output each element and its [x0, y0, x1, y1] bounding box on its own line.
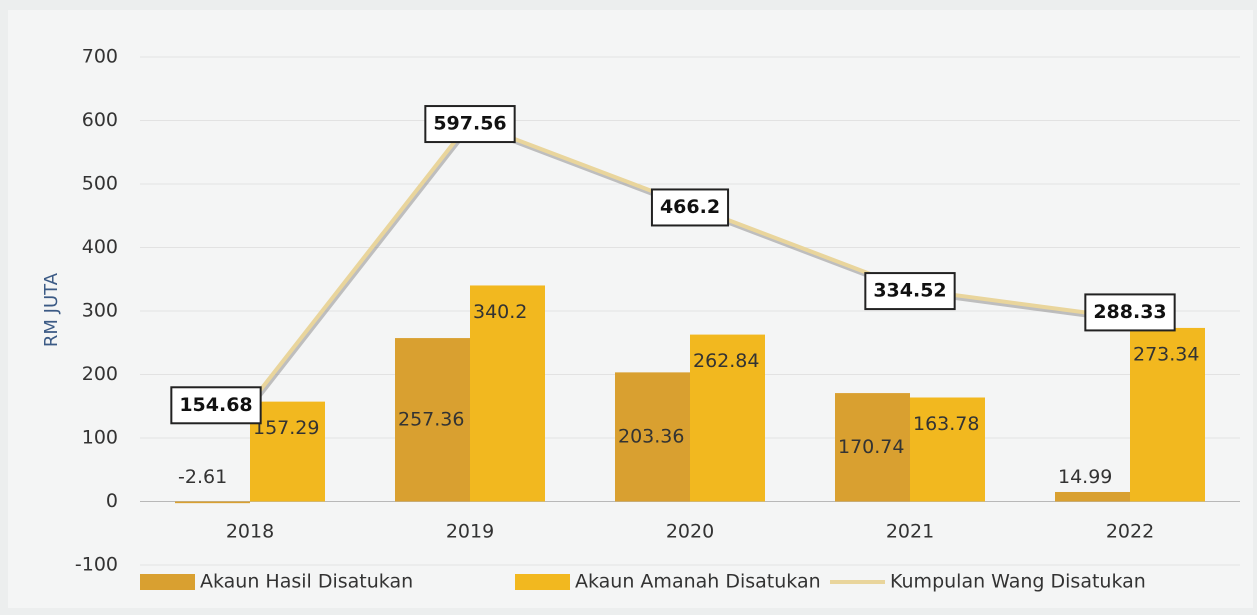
- line-label-box: [424, 105, 516, 144]
- line-label: 334.52: [864, 272, 956, 311]
- legend-label: Akaun Hasil Disatukan: [200, 571, 413, 593]
- y-axis-label: RM JUTA: [41, 272, 62, 347]
- line-label-text: 597.56: [433, 113, 506, 135]
- x-tick-label: 2022: [1106, 521, 1154, 543]
- bar: [1130, 327, 1205, 502]
- y-tick-label: 500: [82, 173, 118, 195]
- line-label: 288.33: [1084, 293, 1176, 332]
- y-tick-label: 200: [82, 363, 118, 385]
- line-label-box: [1084, 293, 1176, 332]
- y-tick-label: 700: [82, 46, 118, 68]
- legend-label: Kumpulan Wang Disatukan: [890, 571, 1146, 593]
- bar: [615, 372, 690, 502]
- data-label: 257.36: [398, 408, 464, 430]
- line-label-box: [864, 272, 956, 311]
- bar: [250, 401, 325, 502]
- legend-swatch: [140, 574, 195, 590]
- legend-swatch: [515, 574, 570, 590]
- data-label: 170.74: [838, 436, 904, 458]
- bar: [835, 393, 910, 502]
- legend-label: Akaun Amanah Disatukan: [575, 571, 821, 593]
- y-tick-label: 600: [82, 109, 118, 131]
- bar: [175, 501, 250, 504]
- bar: [910, 397, 985, 502]
- y-tick-label: 100: [82, 427, 118, 449]
- line-label: 154.68: [170, 386, 262, 425]
- x-tick-label: 2021: [886, 521, 934, 543]
- data-label: 163.78: [913, 413, 979, 435]
- x-tick-label: 2020: [666, 521, 714, 543]
- y-tick-label: 0: [106, 490, 118, 512]
- data-label: -2.61: [178, 466, 227, 488]
- bar: [690, 334, 765, 502]
- bar: [1055, 491, 1130, 502]
- bar: [470, 285, 545, 502]
- data-label: 340.2: [473, 301, 527, 323]
- x-tick-label: 2019: [446, 521, 494, 543]
- line-label-text: 288.33: [1093, 301, 1166, 323]
- data-label: 157.29: [253, 417, 319, 439]
- data-label: 273.34: [1133, 343, 1199, 365]
- data-label: 262.84: [693, 350, 759, 372]
- y-tick-label: 300: [82, 300, 118, 322]
- line-label: 597.56: [424, 105, 516, 144]
- y-tick-label: -100: [75, 554, 118, 576]
- line-label-text: 334.52: [873, 280, 946, 302]
- line-label-box: [170, 386, 262, 425]
- data-label: 203.36: [618, 425, 684, 447]
- y-tick-label: 400: [82, 236, 118, 258]
- x-tick-label: 2018: [226, 521, 274, 543]
- bar: [395, 338, 470, 502]
- line-label-text: 466.2: [660, 196, 720, 218]
- line-label-box: [650, 188, 730, 227]
- line-label: 466.2: [650, 188, 730, 227]
- line-label-text: 154.68: [179, 394, 252, 416]
- data-label: 14.99: [1058, 466, 1112, 488]
